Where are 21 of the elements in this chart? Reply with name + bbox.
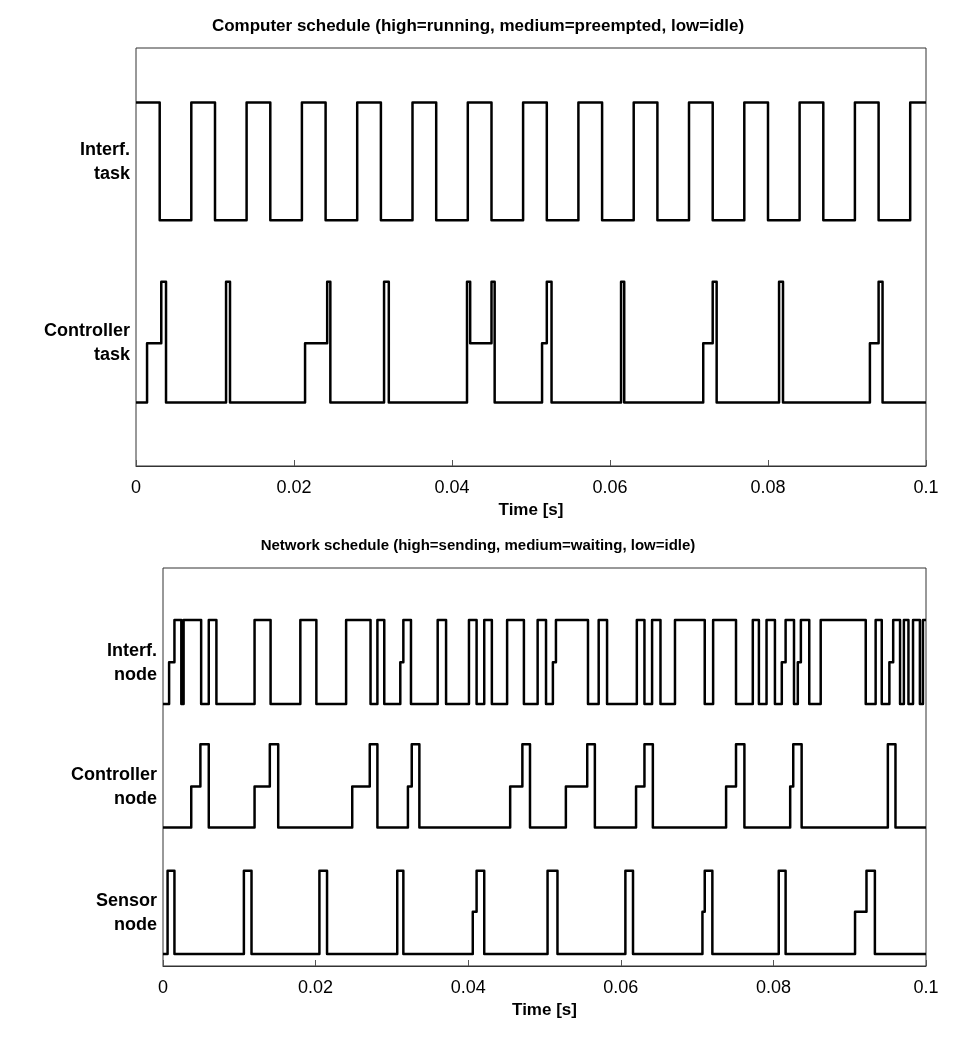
x-axis-title: Time [s] (498, 499, 564, 519)
x-tick-label: 0 (157, 977, 169, 997)
series-label: Interf. task (79, 139, 131, 184)
series-label: Sensor node (95, 890, 157, 935)
chart-title: Network schedule (high=sending, medium=waiting, low=idle) (260, 536, 696, 553)
x-axis-title: Time [s] (512, 999, 577, 1019)
x-tick-label: 0.1 (913, 977, 939, 997)
x-tick-label: 0.04 (434, 477, 470, 497)
x-tick-label: 0.06 (592, 477, 628, 497)
x-tick-label: 0.08 (755, 977, 791, 997)
series-label: Controller node (70, 763, 157, 808)
x-tick-label: 0.1 (913, 477, 939, 497)
x-tick-label: 0 (130, 477, 142, 497)
series-label: Interf. node (106, 639, 157, 684)
x-tick-label: 0.02 (298, 977, 334, 997)
x-tick-label: 0.04 (450, 977, 486, 997)
chart-title: Computer schedule (high=running, medium=preempted, low=idle) (211, 16, 745, 35)
x-tick-label: 0.08 (750, 477, 786, 497)
series-label: Controller task (43, 320, 131, 365)
x-tick-label: 0.06 (603, 977, 639, 997)
x-tick-label: 0.02 (276, 477, 312, 497)
